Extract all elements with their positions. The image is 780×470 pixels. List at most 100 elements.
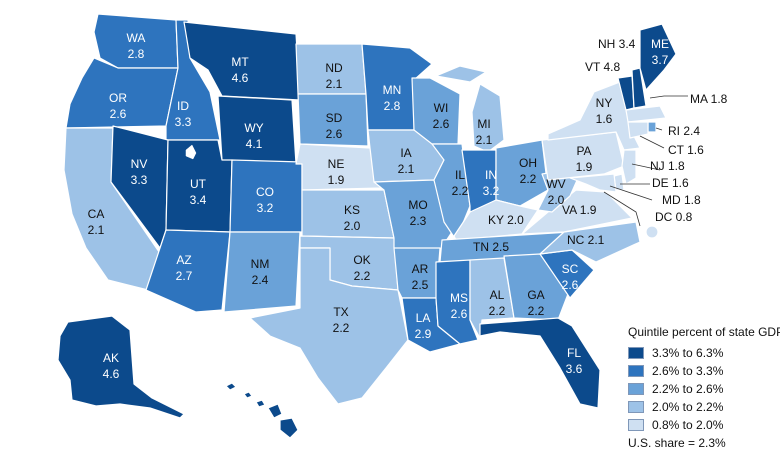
state-value-ne: 1.9 — [328, 173, 345, 187]
state-abbr-id: ID — [177, 99, 189, 113]
state-ct[interactable] — [627, 121, 649, 139]
legend-label: 2.0% to 2.2% — [652, 400, 724, 414]
state-abbr-az: AZ — [176, 253, 191, 267]
legend-label: 2.2% to 2.6% — [652, 382, 724, 396]
state-value-in: 3.2 — [483, 184, 500, 198]
state-label-vt: VT 4.8 — [585, 60, 620, 74]
state-abbr-ga: GA — [527, 288, 544, 302]
state-value-co: 3.2 — [257, 201, 274, 215]
state-value-fl: 3.6 — [566, 362, 583, 376]
state-label-va: VA 1.9 — [562, 203, 597, 217]
legend-title: Quintile percent of state GDP — [628, 325, 780, 339]
state-abbr-ny: NY — [596, 96, 613, 110]
state-hi[interactable] — [225, 382, 299, 439]
legend-row: 2.2% to 2.6% — [628, 380, 778, 398]
state-abbr-al: AL — [490, 288, 505, 302]
state-abbr-wi: WI — [434, 101, 449, 115]
state-value-la: 2.9 — [415, 327, 432, 341]
state-label-ky: KY 2.0 — [488, 213, 524, 227]
state-ak[interactable] — [57, 315, 185, 419]
legend-label: 0.8% to 2.0% — [652, 418, 724, 432]
state-value-mi: 2.1 — [476, 133, 493, 147]
state-abbr-ms: MS — [450, 291, 468, 305]
state-abbr-or: OR — [109, 91, 127, 105]
state-abbr-wy: WY — [244, 121, 263, 135]
state-value-ut: 3.4 — [190, 193, 207, 207]
state-value-ks: 2.0 — [344, 219, 361, 233]
state-abbr-ne: NE — [328, 157, 345, 171]
state-value-al: 2.2 — [489, 304, 506, 318]
state-ma[interactable] — [625, 105, 667, 123]
state-abbr-wa: WA — [127, 31, 146, 45]
state-value-nv: 3.3 — [131, 173, 148, 187]
state-abbr-nd: ND — [325, 61, 343, 75]
state-value-ny: 1.6 — [596, 112, 613, 126]
state-value-ca: 2.1 — [88, 223, 105, 237]
state-sd[interactable] — [297, 93, 369, 147]
legend-swatch — [628, 365, 644, 377]
state-value-wa: 2.8 — [128, 47, 145, 61]
state-abbr-fl: FL — [567, 346, 581, 360]
state-ri[interactable] — [647, 121, 657, 133]
state-abbr-mi: MI — [477, 117, 490, 131]
label-leader-lines — [603, 95, 688, 227]
state-value-mo: 2.3 — [410, 214, 427, 228]
legend: Quintile percent of state GDP 3.3% to 6.… — [628, 325, 780, 450]
great-salt-lake — [185, 144, 197, 160]
state-abbr-hi: HI — [229, 406, 241, 420]
state-abbr-tx: TX — [333, 305, 348, 319]
state-abbr-in: IN — [485, 168, 497, 182]
state-dc[interactable] — [645, 225, 659, 239]
state-value-hi: 6.3 — [227, 422, 244, 436]
state-nh[interactable] — [631, 67, 647, 109]
legend-row: 2.0% to 2.2% — [628, 398, 778, 416]
legend-note: U.S. share = 2.3% — [628, 436, 726, 450]
legend-label: 3.3% to 6.3% — [652, 346, 724, 360]
legend-row: 3.3% to 6.3% — [628, 344, 778, 362]
legend-row: 0.8% to 2.0% — [628, 416, 778, 434]
state-value-ms: 2.6 — [451, 307, 468, 321]
state-value-wv: 2.0 — [548, 193, 565, 207]
state-tx[interactable] — [249, 247, 409, 405]
state-value-nm: 2.4 — [252, 273, 269, 287]
state-abbr-mo: MO — [408, 198, 427, 212]
state-label-ma: MA 1.8 — [690, 92, 728, 106]
state-nj[interactable] — [621, 149, 637, 185]
state-nm[interactable] — [223, 231, 301, 313]
state-ga[interactable] — [503, 253, 569, 321]
legend-swatch — [628, 347, 644, 359]
state-value-or: 2.6 — [110, 107, 127, 121]
state-abbr-wv: WV — [546, 177, 565, 191]
state-label-nj: NJ 1.8 — [650, 159, 685, 173]
state-value-nd: 2.1 — [326, 77, 343, 91]
state-abbr-ar: AR — [412, 262, 429, 276]
state-md[interactable] — [569, 173, 617, 193]
state-value-wy: 4.1 — [246, 137, 263, 151]
legend-swatch — [628, 401, 644, 413]
state-abbr-ca: CA — [88, 207, 105, 221]
state-abbr-me: ME — [651, 37, 669, 51]
state-value-mt: 4.6 — [232, 71, 249, 85]
legend-label: 2.6% to 3.3% — [652, 364, 724, 378]
state-value-me: 3.7 — [652, 53, 669, 67]
state-label-ct: CT 1.6 — [668, 143, 704, 157]
state-abbr-pa: PA — [576, 144, 591, 158]
state-value-ia: 2.1 — [398, 162, 415, 176]
state-abbr-ok: OK — [353, 253, 370, 267]
legend-swatch — [628, 419, 644, 431]
state-value-il: 2.2 — [452, 184, 469, 198]
state-value-ak: 4.6 — [103, 367, 120, 381]
state-abbr-sc: SC — [562, 262, 579, 276]
state-fl[interactable] — [479, 317, 601, 409]
state-value-wi: 2.6 — [433, 117, 450, 131]
state-abbr-oh: OH — [519, 156, 537, 170]
state-value-ok: 2.2 — [354, 269, 371, 283]
state-abbr-ks: KS — [344, 203, 360, 217]
state-value-id: 3.3 — [175, 115, 192, 129]
state-ny[interactable] — [547, 81, 641, 151]
state-value-ga: 2.2 — [528, 304, 545, 318]
state-me[interactable] — [639, 23, 677, 91]
state-oh[interactable] — [495, 139, 549, 207]
state-abbr-il: IL — [455, 168, 465, 182]
state-abbr-co: CO — [256, 185, 274, 199]
